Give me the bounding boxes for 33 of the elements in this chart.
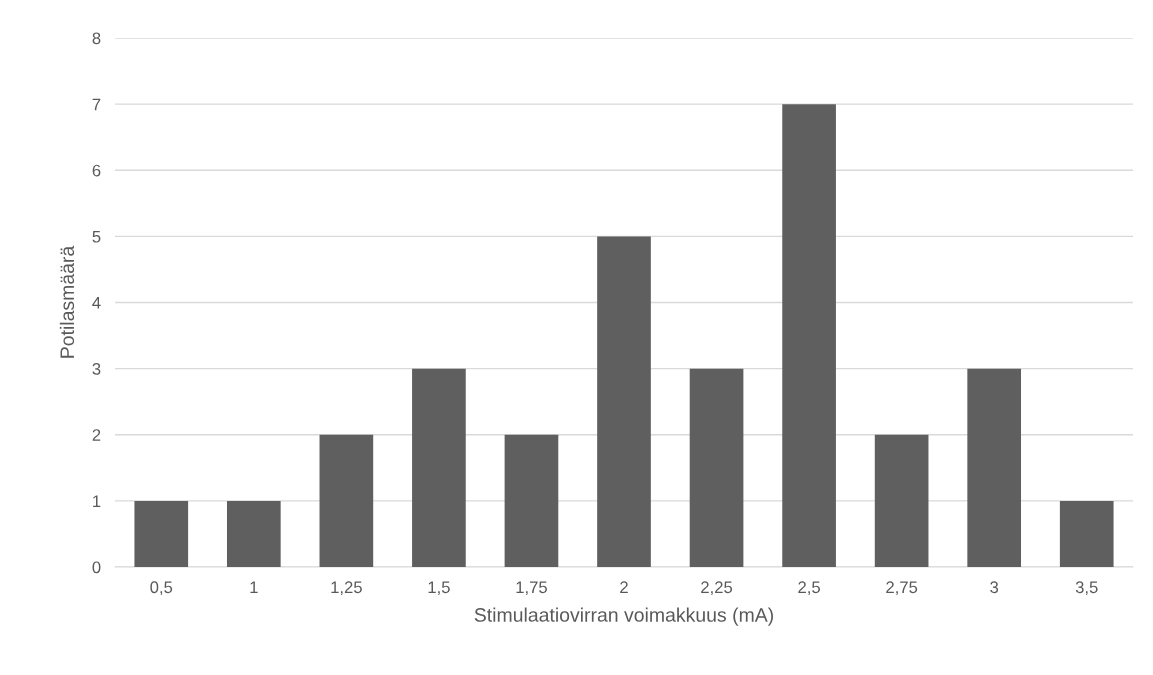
y-tick-label: 6 bbox=[92, 164, 101, 177]
x-tick-label: 1 bbox=[250, 581, 258, 593]
bar bbox=[874, 434, 929, 567]
bar bbox=[134, 500, 189, 567]
x-tick-label: 3 bbox=[990, 581, 999, 594]
y-tick-label: 3 bbox=[92, 363, 101, 375]
bar bbox=[412, 368, 466, 567]
y-tick-label: 5 bbox=[92, 230, 101, 243]
x-axis-title: Stimulaatiovirran voimakkuus (mA) bbox=[474, 607, 773, 626]
y-tick-label: 4 bbox=[92, 297, 101, 309]
bar bbox=[689, 368, 744, 567]
bar bbox=[504, 434, 559, 567]
x-tick-label: 1,75 bbox=[516, 581, 547, 596]
bar bbox=[782, 104, 836, 567]
y-tick-label: 8 bbox=[92, 32, 101, 45]
x-tick-label: 1,5 bbox=[428, 581, 450, 596]
x-tick-label: 2,25 bbox=[701, 581, 733, 596]
y-tick-label: 7 bbox=[92, 98, 101, 111]
bar bbox=[226, 500, 281, 567]
y-tick-label: 0 bbox=[92, 561, 101, 574]
y-tick-label: 2 bbox=[92, 429, 101, 441]
bar bbox=[967, 368, 1022, 567]
x-tick-label: 3,5 bbox=[1075, 581, 1098, 596]
bar bbox=[597, 236, 651, 567]
x-tick-label: 2,75 bbox=[886, 581, 918, 596]
x-tick-label: 2,5 bbox=[798, 581, 820, 596]
bar bbox=[1059, 500, 1114, 567]
y-tick-label: 1 bbox=[93, 495, 101, 507]
x-tick-label: 2 bbox=[620, 581, 628, 593]
x-tick-label: 0,5 bbox=[150, 581, 173, 596]
bar bbox=[319, 434, 374, 567]
x-tick-label: 1,25 bbox=[331, 581, 362, 596]
y-axis-title: Potilasmäärä bbox=[59, 245, 75, 358]
